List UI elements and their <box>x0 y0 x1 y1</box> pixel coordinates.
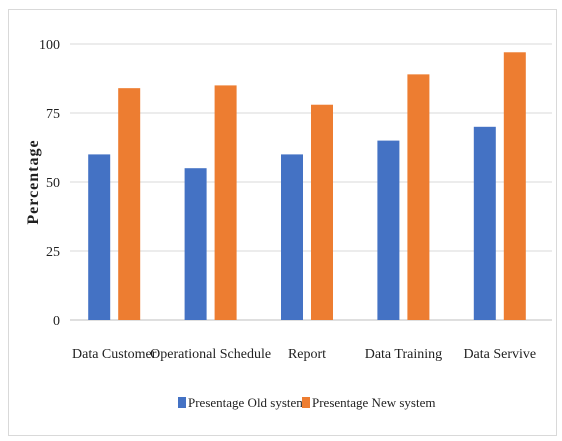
x-tick-label: Data Customer <box>72 347 157 362</box>
bar <box>407 74 430 320</box>
bars <box>88 52 526 321</box>
x-tick-label: Report <box>288 347 326 362</box>
bar <box>184 168 207 320</box>
bar <box>281 154 303 320</box>
y-tick-label: 25 <box>46 245 60 260</box>
x-tick-label: Data Servive <box>463 347 536 362</box>
y-tick-label: 0 <box>53 314 60 329</box>
legend-swatch <box>178 397 186 408</box>
bar <box>473 126 496 320</box>
y-axis-ticks: 0 25 50 75 100 <box>39 38 60 329</box>
x-tick-label: Data Training <box>365 347 442 362</box>
y-tick-label: 50 <box>46 176 60 191</box>
y-axis-title: Percentage <box>25 139 42 224</box>
y-tick-label: 100 <box>39 38 60 53</box>
legend: Presentage Old system Presentage New syst… <box>178 395 435 410</box>
legend-label: Presentage New system <box>312 395 435 410</box>
bar <box>214 85 237 321</box>
y-tick-label: 75 <box>46 107 60 122</box>
bar <box>118 88 141 320</box>
bar <box>503 52 526 320</box>
bar <box>377 140 400 320</box>
bar <box>311 104 333 320</box>
bar <box>88 154 111 320</box>
x-tick-label: Operational Schedule <box>150 347 271 362</box>
legend-swatch <box>302 397 310 408</box>
legend-label: Presentage Old system <box>188 395 306 410</box>
